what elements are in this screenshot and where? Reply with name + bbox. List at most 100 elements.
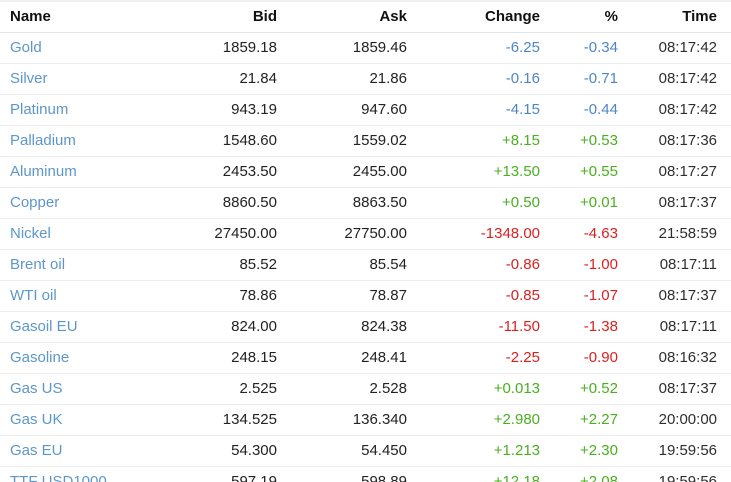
col-header-bid[interactable]: Bid (162, 1, 277, 33)
bid-cell: 248.15 (162, 342, 277, 374)
time-cell: 08:17:37 (618, 280, 731, 312)
name-cell: Nickel (0, 218, 162, 250)
percent-cell: +2.08 (540, 466, 618, 482)
col-header-name[interactable]: Name (0, 1, 162, 33)
percent-cell: +0.52 (540, 373, 618, 405)
bid-cell: 2.525 (162, 373, 277, 405)
instrument-link[interactable]: Platinum (10, 101, 69, 118)
bid-cell: 824.00 (162, 311, 277, 343)
instrument-link[interactable]: Gas US (10, 380, 63, 397)
time-cell: 19:59:56 (618, 466, 731, 482)
percent-cell: +0.53 (540, 125, 618, 157)
ask-cell: 598.89 (277, 466, 407, 482)
change-cell: +0.013 (407, 373, 540, 405)
table-row: Aluminum 2453.50 2455.00 +13.50 +0.55 08… (0, 156, 731, 188)
change-cell: +12.18 (407, 466, 540, 482)
instrument-link[interactable]: Nickel (10, 225, 51, 242)
time-cell: 08:17:36 (618, 125, 731, 157)
bid-cell: 8860.50 (162, 187, 277, 219)
change-cell: +0.50 (407, 187, 540, 219)
bid-cell: 21.84 (162, 63, 277, 95)
col-header-ask[interactable]: Ask (277, 1, 407, 33)
instrument-link[interactable]: Gold (10, 39, 42, 56)
ask-cell: 947.60 (277, 94, 407, 126)
change-cell: -2.25 (407, 342, 540, 374)
name-cell: Gold (0, 33, 162, 64)
time-cell: 08:17:11 (618, 311, 731, 343)
percent-cell: +2.27 (540, 404, 618, 436)
time-cell: 08:16:32 (618, 342, 731, 374)
ask-cell: 27750.00 (277, 218, 407, 250)
table-row: Platinum 943.19 947.60 -4.15 -0.44 08:17… (0, 94, 731, 126)
change-cell: -6.25 (505, 39, 540, 56)
instrument-link[interactable]: TTF USD1000 (10, 473, 107, 482)
instrument-link[interactable]: Copper (10, 194, 60, 211)
table-header-row: Name Bid Ask Change % Time (0, 1, 731, 33)
bid-cell: 27450.00 (162, 218, 277, 250)
name-cell: WTI oil (0, 280, 162, 312)
table-row: Copper 8860.50 8863.50 +0.50 +0.01 08:17… (0, 187, 731, 219)
time-cell: 08:17:37 (618, 187, 731, 219)
time-cell: 08:17:42 (618, 94, 731, 126)
ask-cell: 78.87 (277, 280, 407, 312)
ask-cell: 824.38 (277, 311, 407, 343)
percent-cell: +0.01 (540, 187, 618, 219)
instrument-link[interactable]: Gasoline (10, 349, 70, 366)
percent-cell: +0.55 (540, 156, 618, 188)
ask-cell: 1559.02 (277, 125, 407, 157)
ask-cell: 54.450 (277, 435, 407, 467)
instrument-link[interactable]: WTI oil (10, 287, 57, 304)
change-cell: -4.15 (407, 94, 540, 126)
time-cell: 21:58:59 (618, 218, 731, 250)
col-header-percent[interactable]: % (540, 1, 618, 33)
instrument-link[interactable]: Palladium (10, 132, 76, 149)
col-header-change[interactable]: Change (407, 1, 540, 33)
table-row: Brent oil 85.52 85.54 -0.86 -1.00 08:17:… (0, 249, 731, 281)
change-cell: -0.86 (407, 249, 540, 281)
table-row: Gasoil EU 824.00 824.38 -11.50 -1.38 08:… (0, 311, 731, 343)
percent-cell: -1.00 (540, 249, 618, 281)
percent-cell: -4.63 (540, 218, 618, 250)
name-cell: Gas UK (0, 404, 162, 436)
instrument-link[interactable]: Gasoil EU (10, 318, 78, 335)
percent-cell: -1.38 (540, 311, 618, 343)
ask-cell: 1859.46 (352, 39, 407, 56)
ask-cell: 248.41 (277, 342, 407, 374)
name-cell: Gasoil EU (0, 311, 162, 343)
percent-cell: -1.07 (540, 280, 618, 312)
percent-cell: -0.34 (583, 39, 618, 56)
ask-cell: 21.86 (277, 63, 407, 95)
name-cell: TTF USD1000 (0, 466, 162, 482)
change-cell: +8.15 (407, 125, 540, 157)
time-cell: 08:17:42 (618, 63, 731, 95)
table-row: TTF USD1000 597.19 598.89 +12.18 +2.08 1… (0, 466, 731, 482)
instrument-link[interactable]: Brent oil (10, 256, 66, 273)
bid-cell: 1859.18 (222, 39, 277, 56)
time-cell: 08:17:27 (618, 156, 731, 188)
name-cell: Gas US (0, 373, 162, 405)
bid-cell: 134.525 (162, 404, 277, 436)
instrument-link[interactable]: Aluminum (10, 163, 77, 180)
ask-cell: 136.340 (277, 404, 407, 436)
instrument-link[interactable]: Silver (10, 70, 48, 87)
table-row: Palladium 1548.60 1559.02 +8.15 +0.53 08… (0, 125, 731, 157)
bid-cell: 54.300 (162, 435, 277, 467)
time-cell: 19:59:56 (618, 435, 731, 467)
percent-cell: -0.71 (540, 63, 618, 95)
bid-cell: 78.86 (162, 280, 277, 312)
table-row: WTI oil 78.86 78.87 -0.85 -1.07 08:17:37 (0, 280, 731, 312)
table-row: Gas UK 134.525 136.340 +2.980 +2.27 20:0… (0, 404, 731, 436)
bid-cell: 85.52 (162, 249, 277, 281)
instrument-link[interactable]: Gas EU (10, 442, 63, 459)
instrument-link[interactable]: Gas UK (10, 411, 63, 428)
col-header-time[interactable]: Time (618, 1, 731, 33)
name-cell: Gas EU (0, 435, 162, 467)
bid-cell: 2453.50 (162, 156, 277, 188)
table-row: Nickel 27450.00 27750.00 -1348.00 -4.63 … (0, 218, 731, 250)
ask-cell: 85.54 (277, 249, 407, 281)
percent-cell: -0.90 (540, 342, 618, 374)
change-cell: -0.85 (407, 280, 540, 312)
bid-cell: 943.19 (162, 94, 277, 126)
ask-cell: 8863.50 (277, 187, 407, 219)
change-cell: -11.50 (407, 311, 540, 343)
